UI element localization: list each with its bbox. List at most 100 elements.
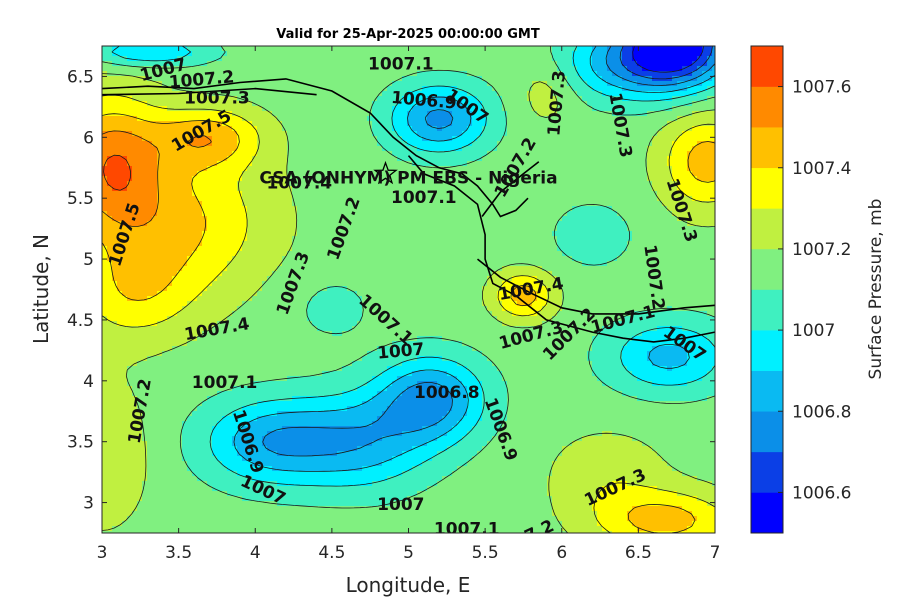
field-cell [202, 421, 208, 427]
field-cell [317, 406, 323, 412]
field-cell [187, 236, 193, 242]
field-cell [137, 341, 143, 347]
field-cell [127, 506, 133, 512]
field-cell [112, 401, 118, 407]
field-cell [292, 516, 298, 522]
field-cell [297, 291, 303, 297]
field-cell [347, 421, 353, 427]
field-cell [317, 56, 323, 62]
field-cell [257, 486, 263, 492]
field-cell [352, 316, 358, 322]
field-cell [222, 476, 228, 482]
field-cell [262, 261, 268, 267]
field-cell [237, 216, 243, 222]
field-cell [132, 81, 138, 87]
field-cell [347, 46, 353, 52]
field-cell [152, 116, 158, 122]
field-cell [192, 431, 198, 437]
field-cell [212, 56, 218, 62]
field-cell [322, 381, 328, 387]
field-cell [157, 396, 163, 402]
field-cell [192, 56, 198, 62]
field-cell [272, 326, 278, 332]
field-cell [157, 496, 163, 502]
field-cell [142, 66, 148, 72]
field-cell [237, 441, 243, 447]
field-cell [192, 391, 198, 397]
field-cell [267, 346, 273, 352]
field-cell [242, 411, 248, 417]
field-cell [227, 316, 233, 322]
field-cell [167, 406, 173, 412]
field-cell [192, 491, 198, 497]
field-cell [242, 81, 248, 87]
field-cell [322, 376, 328, 382]
field-cell [267, 426, 273, 432]
field-cell [227, 321, 233, 327]
field-cell [222, 171, 228, 177]
field-cell [322, 191, 328, 197]
field-cell [152, 516, 158, 522]
field-cell [292, 521, 298, 527]
field-cell [187, 311, 193, 317]
field-cell [312, 191, 318, 197]
field-cell [187, 421, 193, 427]
field-cell [292, 81, 298, 87]
field-cell [167, 306, 173, 312]
field-cell [242, 436, 248, 442]
field-cell [102, 231, 108, 237]
field-cell [327, 321, 333, 327]
field-cell [252, 506, 258, 512]
field-cell [327, 396, 333, 402]
field-cell [192, 501, 198, 507]
field-cell [222, 196, 228, 202]
field-cell [172, 171, 178, 177]
field-cell [172, 486, 178, 492]
field-cell [187, 286, 193, 292]
field-cell [152, 346, 158, 352]
field-cell [342, 211, 348, 217]
field-cell [182, 426, 188, 432]
field-cell [312, 411, 318, 417]
field-cell [227, 346, 233, 352]
field-cell [122, 526, 128, 532]
field-cell [332, 526, 338, 532]
field-cell [312, 211, 318, 217]
field-cell [327, 241, 333, 247]
field-cell [217, 486, 223, 492]
field-cell [317, 496, 323, 502]
field-cell [192, 426, 198, 432]
field-cell [112, 191, 118, 197]
field-cell [212, 441, 218, 447]
field-cell [337, 271, 343, 277]
field-cell [187, 346, 193, 352]
field-cell [127, 471, 133, 477]
field-cell [187, 121, 193, 127]
field-cell [242, 336, 248, 342]
field-cell [192, 171, 198, 177]
field-cell [177, 466, 183, 472]
field-cell [272, 161, 278, 167]
field-cell [272, 181, 278, 187]
field-cell [187, 96, 193, 102]
field-cell [287, 101, 293, 107]
field-cell [322, 266, 328, 272]
field-cell [137, 76, 143, 82]
field-cell [182, 486, 188, 492]
field-cell [132, 326, 138, 332]
field-cell [197, 466, 203, 472]
field-cell [147, 231, 153, 237]
field-cell [227, 396, 233, 402]
field-cell [162, 101, 168, 107]
field-cell [342, 216, 348, 222]
field-cell [197, 211, 203, 217]
field-cell [117, 286, 123, 292]
field-cell [122, 356, 128, 362]
field-cell [137, 336, 143, 342]
field-cell [127, 46, 133, 52]
field-cell [342, 226, 348, 232]
field-cell [287, 211, 293, 217]
field-cell [272, 331, 278, 337]
field-cell [112, 301, 118, 307]
field-cell [342, 246, 348, 252]
